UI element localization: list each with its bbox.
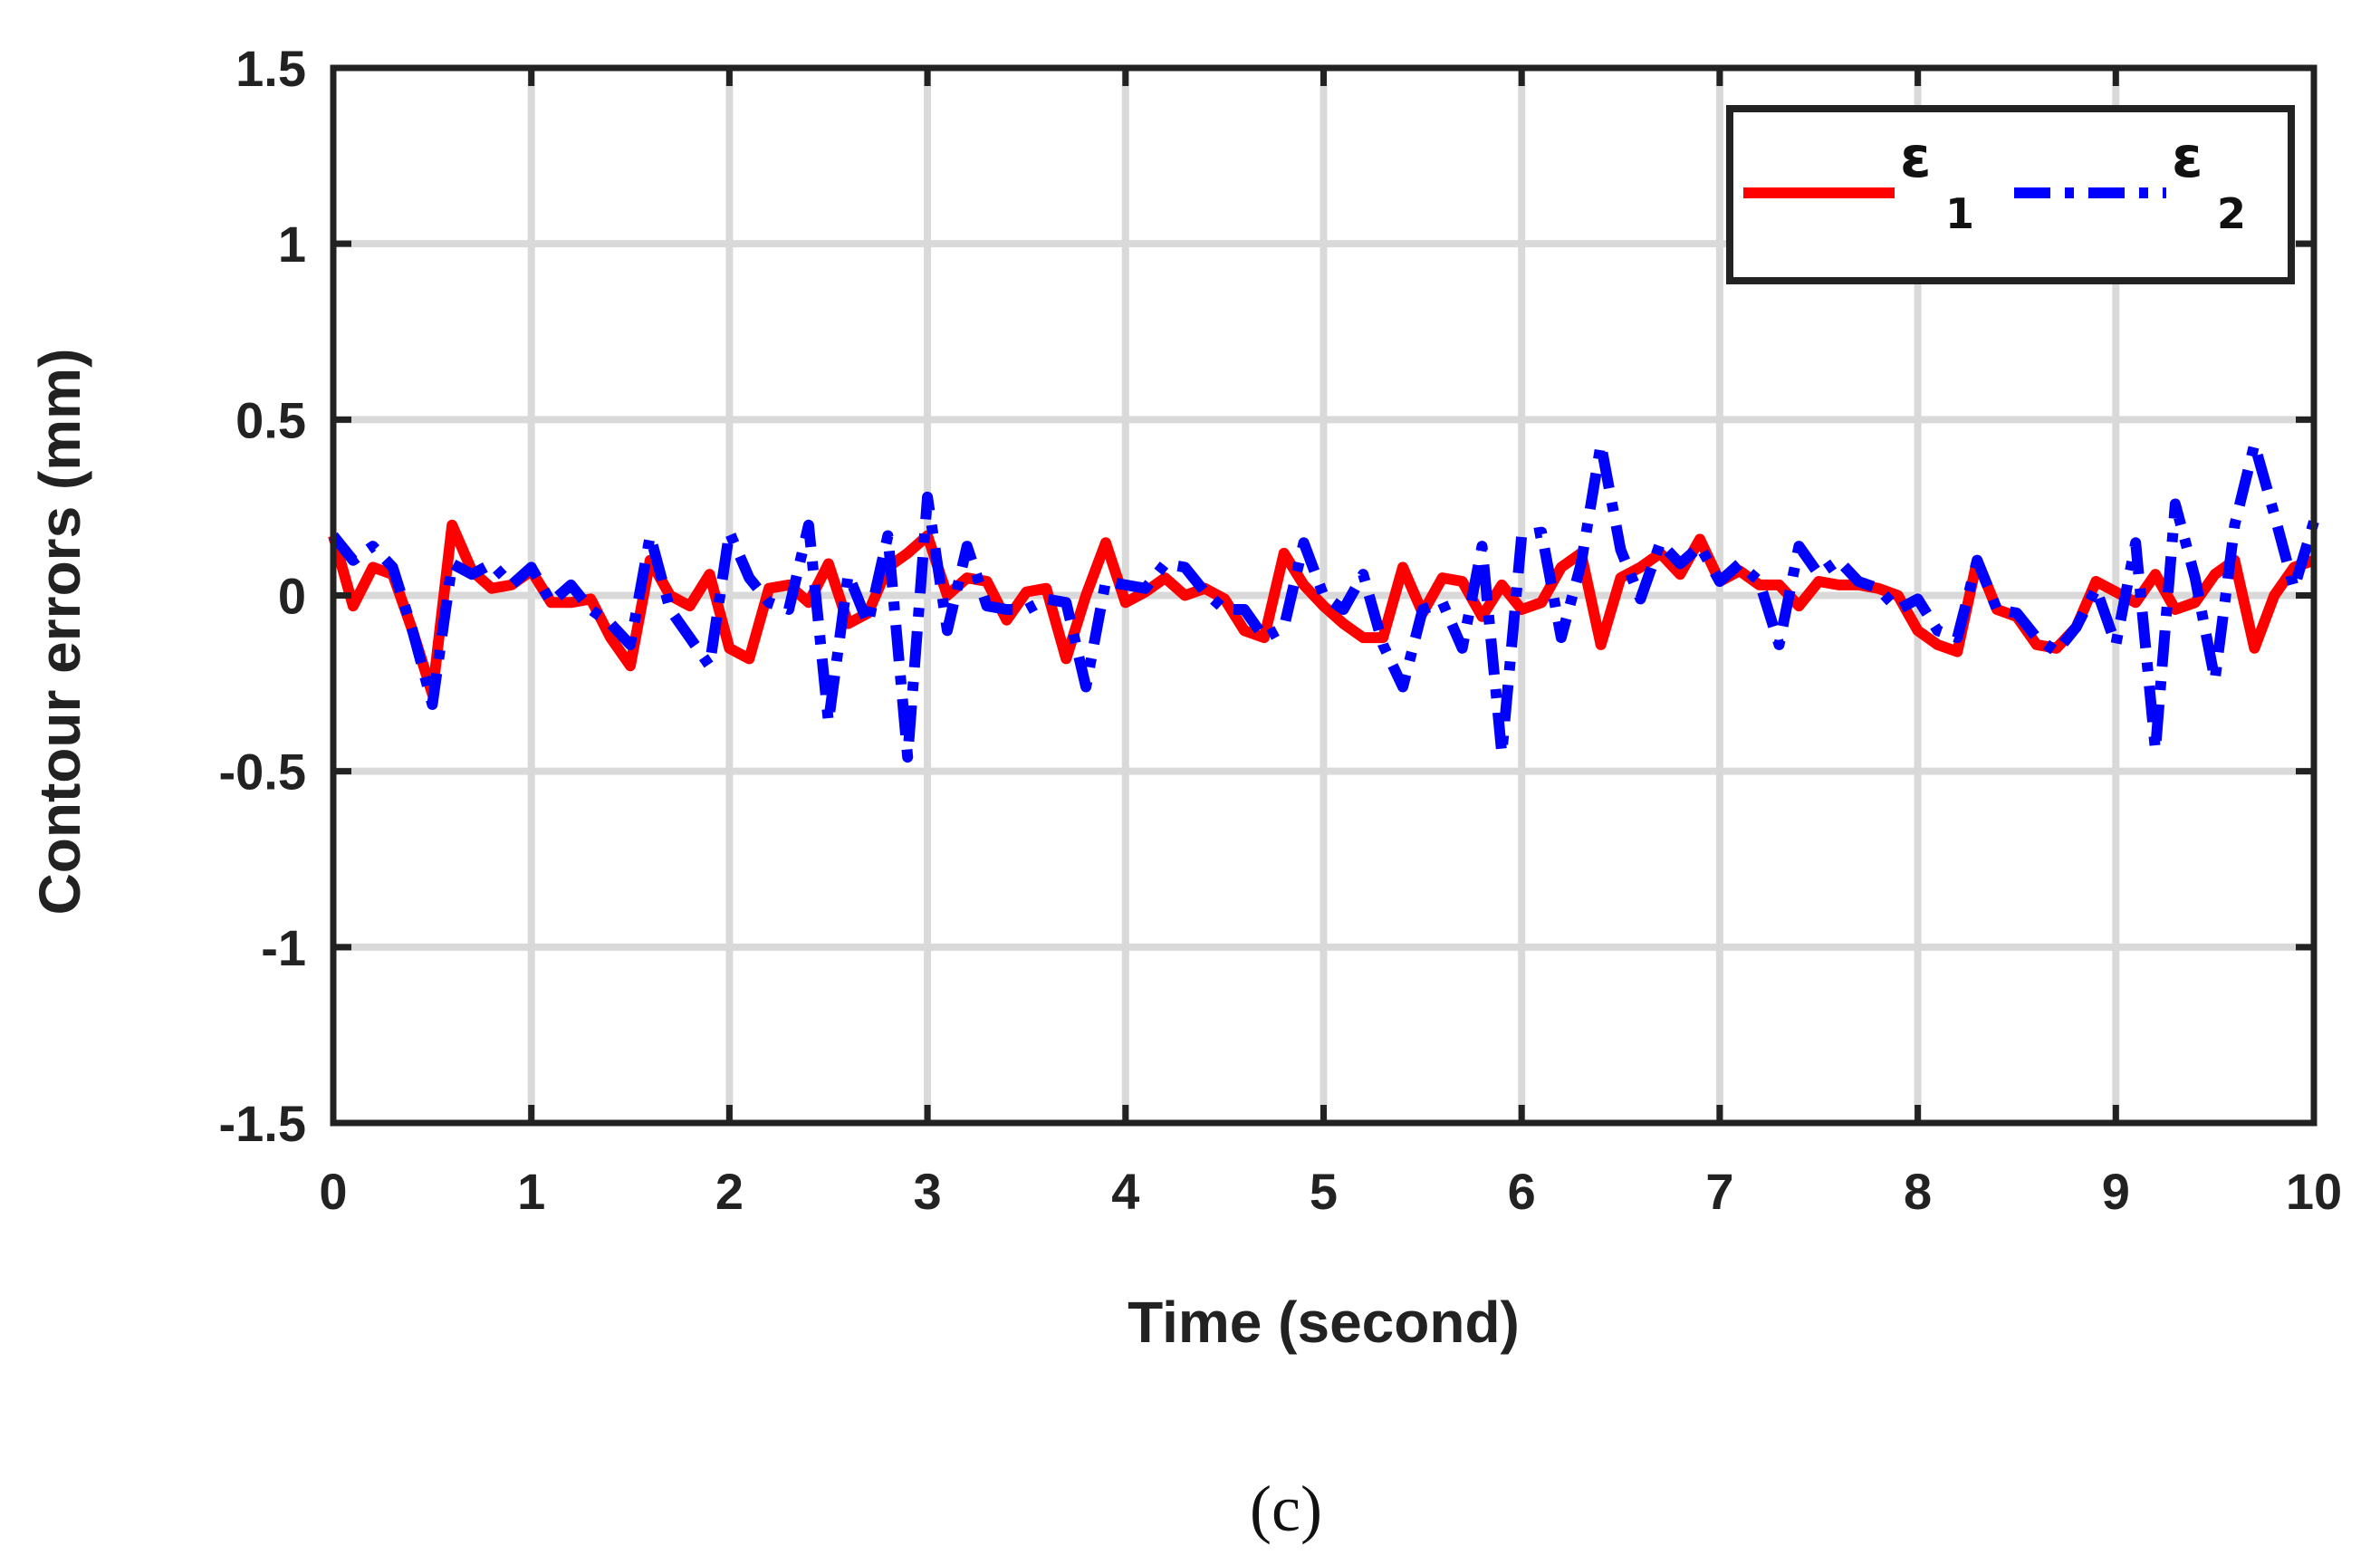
legend-subscript-series-1: 1: [1945, 189, 1974, 238]
series-line-2: [329, 438, 2319, 763]
x-axis-title: Time (second): [1128, 1290, 1520, 1355]
x-tick-label: 0: [319, 1163, 347, 1220]
y-tick-label: 1.5: [235, 40, 306, 97]
y-tick-labels: 1.5 1 0.5 0 -0.5 -1 -1.5: [219, 40, 307, 1152]
x-tick-label: 2: [715, 1163, 744, 1220]
x-tick-label: 3: [914, 1163, 942, 1220]
y-tick-label: -0.5: [219, 744, 307, 801]
x-tick-label: 7: [1705, 1163, 1733, 1220]
x-tick-label: 6: [1508, 1163, 1536, 1220]
x-tick-labels: 0 1 2 3 4 5 6 7 8 9 10: [319, 1163, 2342, 1220]
x-tick-label: 4: [1111, 1163, 1139, 1220]
y-tick-label: 0.5: [235, 391, 306, 448]
y-tick-label: 1: [278, 216, 306, 273]
x-tick-label: 8: [1904, 1163, 1932, 1220]
x-tick-label: 1: [517, 1163, 545, 1220]
x-tick-label: 10: [2286, 1163, 2342, 1220]
y-tick-label: 0: [278, 568, 306, 625]
y-tick-label: -1: [261, 919, 306, 976]
axis-ticks: [330, 64, 2318, 1127]
legend: ε 1 ε 2: [1726, 105, 2295, 284]
series-lines: [328, 438, 2319, 763]
figure-caption: (c): [1250, 1473, 1322, 1545]
y-axis-title: Contour errors (mm): [27, 349, 92, 916]
y-tick-label: -1.5: [219, 1095, 307, 1152]
legend-label-series-2: ε: [2172, 124, 2203, 190]
x-tick-label: 9: [2102, 1163, 2130, 1220]
legend-label-series-1: ε: [1900, 124, 1932, 190]
x-tick-label: 5: [1310, 1163, 1338, 1220]
legend-subscript-series-2: 2: [2217, 189, 2246, 238]
